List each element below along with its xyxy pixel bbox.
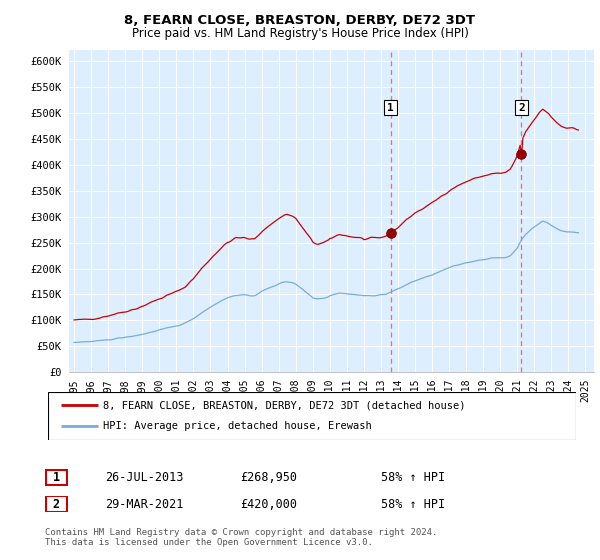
Text: HPI: Average price, detached house, Erewash: HPI: Average price, detached house, Erew… [103,421,372,431]
Text: 58% ↑ HPI: 58% ↑ HPI [381,497,445,511]
Text: 8, FEARN CLOSE, BREASTON, DERBY, DE72 3DT (detached house): 8, FEARN CLOSE, BREASTON, DERBY, DE72 3D… [103,400,466,410]
Text: 29-MAR-2021: 29-MAR-2021 [105,497,184,511]
Text: 26-JUL-2013: 26-JUL-2013 [105,470,184,484]
Text: 2: 2 [518,102,525,113]
Text: 8, FEARN CLOSE, BREASTON, DERBY, DE72 3DT: 8, FEARN CLOSE, BREASTON, DERBY, DE72 3D… [125,14,476,27]
Text: 58% ↑ HPI: 58% ↑ HPI [381,470,445,484]
Text: 2: 2 [53,497,60,511]
Text: Price paid vs. HM Land Registry's House Price Index (HPI): Price paid vs. HM Land Registry's House … [131,27,469,40]
Text: 1: 1 [53,470,60,484]
Text: £420,000: £420,000 [240,497,297,511]
Text: 1: 1 [387,102,394,113]
Text: £268,950: £268,950 [240,470,297,484]
Text: Contains HM Land Registry data © Crown copyright and database right 2024.
This d: Contains HM Land Registry data © Crown c… [45,528,437,547]
